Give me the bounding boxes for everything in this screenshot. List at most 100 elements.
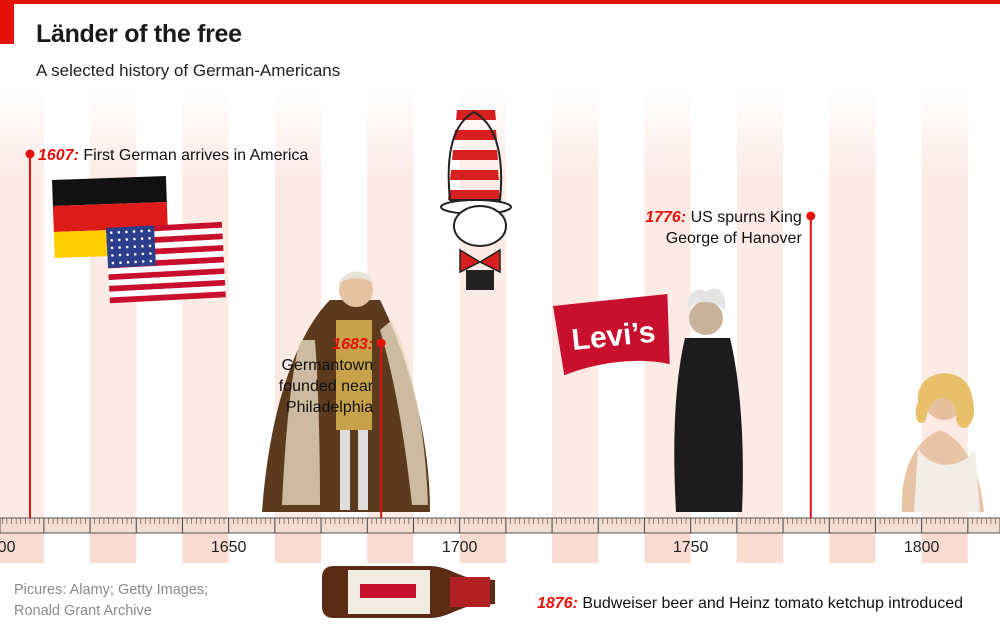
event-text: US spurns King (686, 209, 802, 226)
hat-outline (447, 110, 503, 201)
flag-star (140, 229, 143, 233)
hat-stripe (456, 110, 496, 120)
flag-star (148, 237, 151, 240)
decade-band-lower (459, 533, 506, 563)
decade-band-lower (0, 533, 44, 563)
flag-star (126, 260, 130, 264)
decade-band-lower (90, 533, 137, 563)
flag-star (117, 238, 121, 242)
time-axis: 160016501700175018001850190019502000 (0, 517, 1000, 556)
neck-label (450, 577, 490, 607)
event-text: Budweiser beer and Heinz tomato ketchup … (578, 595, 963, 612)
leg (340, 430, 350, 510)
event-year: 1607: (38, 147, 79, 164)
flag-star (133, 253, 137, 256)
dress (914, 448, 980, 512)
source-line: Picures: Alamy; Getty Images; (14, 582, 209, 598)
event-text-line: founded near (279, 378, 374, 395)
flag-star (133, 245, 137, 249)
label-band (360, 584, 416, 598)
decade-band-lower (829, 533, 876, 563)
flag-star (147, 229, 151, 233)
decade-band-lower (182, 533, 229, 563)
decade-band-lower (552, 533, 599, 563)
event-year: 1776: (645, 209, 686, 226)
cat-face (453, 205, 507, 247)
king-george-portrait (262, 271, 430, 512)
flag-star (141, 245, 144, 248)
event-text-line: 1876: Budweiser beer and Heinz tomato ke… (537, 595, 963, 612)
hair (915, 373, 975, 429)
flag-canton (106, 225, 157, 268)
flag-stripe (109, 291, 226, 304)
event-text-line: Philadelphia (286, 399, 373, 416)
axis-tick-label: 1750 (673, 539, 709, 556)
flag-star (111, 261, 115, 265)
hat-stripe (450, 170, 499, 180)
decade-band-lower (644, 533, 691, 563)
decade-band-lower (736, 533, 784, 563)
pictures: Levi’s (52, 110, 984, 618)
event-label: Germantown founded near Philadelphia (279, 357, 374, 416)
cat-in-the-hat (440, 110, 512, 290)
budweiser-bottle (322, 566, 495, 618)
waistcoat (336, 320, 372, 430)
decade-band-lower (367, 533, 414, 563)
axis-strip (0, 517, 1000, 534)
leg (358, 430, 368, 510)
hat-stripe (448, 190, 500, 200)
flag-star (111, 254, 114, 257)
flag-star (132, 230, 136, 233)
flag-star (148, 244, 152, 248)
hair (687, 288, 726, 312)
axis-tick-label: 1650 (211, 539, 247, 556)
flag-star (141, 252, 145, 256)
flag-star (141, 260, 145, 263)
flag-star (109, 231, 113, 235)
levis-logo: Levi’s (553, 293, 670, 376)
event-label: 1776: US spurns King George of Hanover (645, 209, 802, 247)
flag-star (119, 261, 122, 264)
source-credit: Picures: Alamy; Getty Images; Ronald Gra… (14, 580, 208, 622)
axis-tick-label: 1700 (442, 539, 478, 556)
event-year: 1876: (537, 595, 578, 612)
axis-tick-label: 1600 (0, 539, 16, 556)
flag-star (117, 231, 121, 234)
event-text-line: George of Hanover (666, 230, 803, 247)
event-year: 1683: (332, 336, 373, 353)
event-label: 1607: First German arrives in America (38, 147, 308, 164)
bow-tie (459, 248, 501, 274)
axis-tick-label: 1800 (904, 539, 940, 556)
ermine (380, 320, 428, 505)
event-text-line: Germantown (282, 357, 374, 374)
flag-star (118, 253, 122, 257)
flag-star (110, 246, 114, 250)
flag-star (133, 237, 136, 241)
event-text-line: 1607: First German arrives in America (38, 147, 308, 164)
flag-star (140, 237, 144, 241)
meryl-streep-photo (901, 373, 984, 512)
flag-stripe (108, 268, 225, 281)
us-flag (106, 221, 226, 304)
flag-star (149, 252, 152, 255)
flag-stripe (109, 285, 226, 298)
flag-stripe (109, 279, 226, 292)
flag-stripe (52, 202, 168, 232)
flag-stripe (108, 262, 225, 275)
face (339, 273, 373, 307)
flag-star (125, 238, 129, 241)
wig (339, 271, 373, 285)
flag-stripe (52, 176, 167, 206)
decade-band-lower (274, 533, 322, 563)
source-line: Ronald Grant Archive (14, 603, 152, 619)
face (689, 301, 723, 335)
event-label: 1876: Budweiser beer and Heinz tomato ke… (537, 595, 963, 612)
flag-star (125, 245, 129, 249)
coat (674, 338, 743, 512)
events: 1607: First German arrives in America Ger… (25, 147, 963, 612)
flag-star (118, 246, 121, 249)
event-text: First German arrives in America (79, 147, 308, 164)
ermine (282, 340, 320, 505)
decade-band-lower (921, 533, 968, 563)
flag-star (110, 239, 113, 242)
